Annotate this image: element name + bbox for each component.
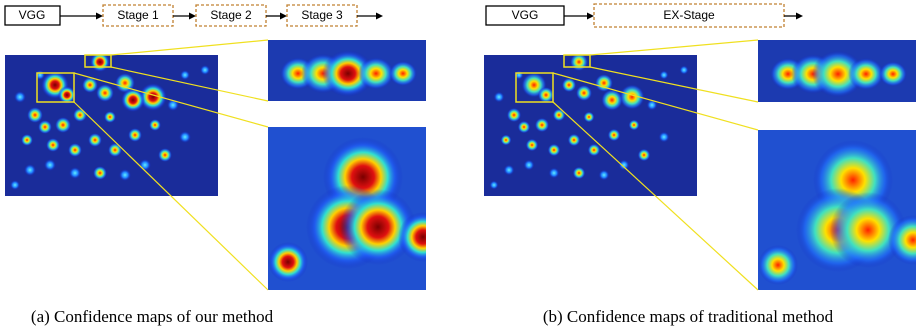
arrow-head (587, 13, 594, 20)
blob (638, 149, 651, 162)
blob (268, 242, 308, 282)
blob (588, 144, 601, 157)
blob (879, 61, 907, 86)
arrow-head (376, 13, 383, 20)
blob (358, 57, 394, 89)
block-label: VGG (19, 8, 46, 22)
blob (46, 138, 60, 152)
blob (398, 212, 448, 262)
block-label: EX-Stage (663, 8, 715, 22)
blob (538, 87, 554, 103)
blob (584, 112, 595, 123)
blob (562, 78, 576, 92)
blob (549, 168, 560, 179)
blob (660, 71, 669, 80)
blob (608, 129, 621, 142)
blob (501, 135, 512, 146)
blob (200, 65, 210, 75)
connector (111, 40, 268, 55)
blob (88, 133, 102, 147)
blob (55, 117, 71, 133)
blob (619, 160, 630, 171)
caption: (a) Confidence maps of our method (31, 307, 274, 326)
heatmaps (5, 40, 920, 290)
blob (139, 159, 151, 171)
blob (104, 111, 116, 123)
blob (27, 107, 43, 123)
pipeline-b: VGG EX-Stage (486, 4, 803, 27)
blob (504, 165, 515, 176)
blob (601, 89, 623, 111)
blob (128, 128, 142, 142)
blob (389, 61, 417, 86)
blob (524, 160, 535, 171)
arrow-head (796, 13, 803, 20)
blob (494, 92, 505, 103)
blob (179, 131, 191, 143)
figure: VGG Stage 1 Stage 2 Stage 3 VGG EX-Stage… (0, 0, 920, 329)
block-label: Stage 1 (117, 8, 159, 22)
blob (526, 139, 539, 152)
blob (553, 109, 566, 122)
blob (507, 108, 521, 122)
arrow-head (96, 13, 103, 20)
blob (158, 148, 172, 162)
connector (590, 40, 758, 55)
blob (848, 58, 884, 90)
pipeline-a: VGG Stage 1 Stage 2 Stage 3 (5, 5, 383, 26)
blob (96, 84, 114, 102)
blob (38, 120, 52, 134)
blob (69, 167, 81, 179)
blob (14, 91, 26, 103)
block-label: VGG (512, 8, 539, 22)
blob (93, 166, 107, 180)
blob (599, 170, 610, 181)
blob (44, 159, 56, 171)
blob (573, 167, 586, 180)
blob (73, 108, 87, 122)
arrow-head (280, 13, 287, 20)
blob (68, 143, 82, 157)
caption: (b) Confidence maps of traditional metho… (543, 307, 834, 326)
block-label: Stage 3 (301, 8, 343, 22)
blob (659, 132, 670, 143)
block-label: Stage 2 (210, 8, 252, 22)
blob (576, 85, 592, 101)
arrow-head (189, 13, 196, 20)
blob (24, 164, 36, 176)
blob (10, 180, 20, 190)
blob (518, 121, 531, 134)
blob (180, 70, 190, 80)
blob (490, 181, 499, 190)
blob (119, 169, 131, 181)
blob (680, 66, 689, 75)
blob (548, 144, 561, 157)
blob (568, 134, 581, 147)
blob (149, 119, 161, 131)
blob (629, 120, 640, 131)
blob (108, 143, 122, 157)
blob (21, 134, 33, 146)
blob (758, 245, 798, 285)
blob (535, 118, 549, 132)
